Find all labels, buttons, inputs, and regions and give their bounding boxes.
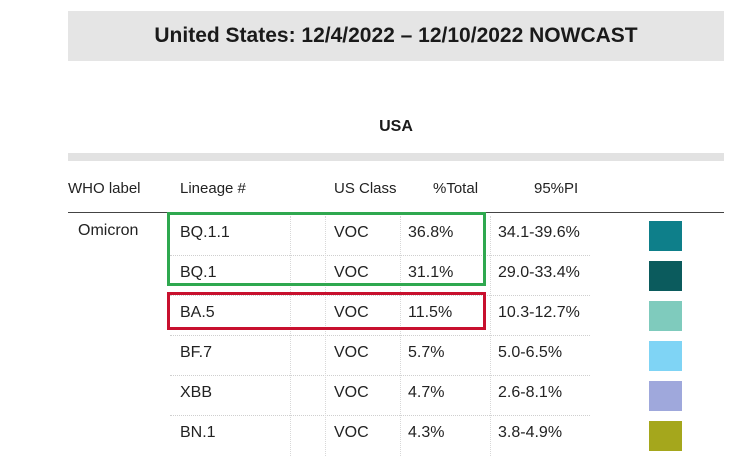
header-us-class: US Class (334, 180, 397, 197)
green-highlight-box (167, 212, 486, 286)
lineage-cell: BQ.1 (180, 264, 217, 281)
row-divider (170, 415, 590, 416)
color-swatch (649, 301, 682, 331)
us-class-cell: VOC (334, 224, 369, 241)
color-swatch (649, 261, 682, 291)
region-label: USA (379, 118, 413, 135)
column-divider (325, 216, 326, 456)
pi-cell: 2.6-8.1% (498, 384, 563, 401)
lineage-cell: BQ.1.1 (180, 224, 230, 241)
us-class-cell: VOC (334, 344, 369, 361)
column-divider (400, 216, 401, 456)
header-lineage: Lineage # (180, 180, 246, 197)
color-swatch (649, 421, 682, 451)
pi-cell: 10.3-12.7% (498, 304, 580, 321)
us-class-cell: VOC (334, 304, 369, 321)
separator-bar (68, 153, 724, 161)
red-highlight-box (167, 292, 486, 330)
column-divider (290, 216, 291, 456)
lineage-cell: XBB (180, 384, 213, 401)
header-pi: 95%PI (534, 180, 579, 197)
us-class-cell: VOC (334, 424, 369, 441)
title-bar: United States: 12/4/2022 – 12/10/2022 NO… (68, 11, 724, 61)
pi-cell: 5.0-6.5% (498, 344, 563, 361)
color-swatch (649, 381, 682, 411)
total-cell: 5.7% (408, 344, 445, 361)
total-cell: 31.1% (408, 264, 454, 281)
page-title: United States: 12/4/2022 – 12/10/2022 NO… (154, 24, 638, 47)
pi-cell: 3.8-4.9% (498, 424, 563, 441)
total-cell: 36.8% (408, 224, 454, 241)
row-divider (170, 295, 590, 296)
header-who-label: WHO label (68, 180, 141, 197)
color-swatch (649, 341, 682, 371)
lineage-cell: BF.7 (180, 344, 213, 361)
row-divider (170, 335, 590, 336)
lineage-cell: BA.5 (180, 304, 215, 321)
total-cell: 11.5% (408, 304, 453, 321)
lineage-cell: BN.1 (180, 424, 216, 441)
column-divider (490, 216, 491, 456)
total-cell: 4.7% (408, 384, 445, 401)
color-swatch (649, 221, 682, 251)
total-cell: 4.3% (408, 424, 445, 441)
who-label-cell: Omicron (78, 222, 139, 239)
pi-cell: 34.1-39.6% (498, 224, 580, 241)
us-class-cell: VOC (334, 384, 369, 401)
header-total: %Total (433, 180, 479, 197)
us-class-cell: VOC (334, 264, 369, 281)
row-divider (170, 375, 590, 376)
row-divider (170, 255, 590, 256)
pi-cell: 29.0-33.4% (498, 264, 580, 281)
